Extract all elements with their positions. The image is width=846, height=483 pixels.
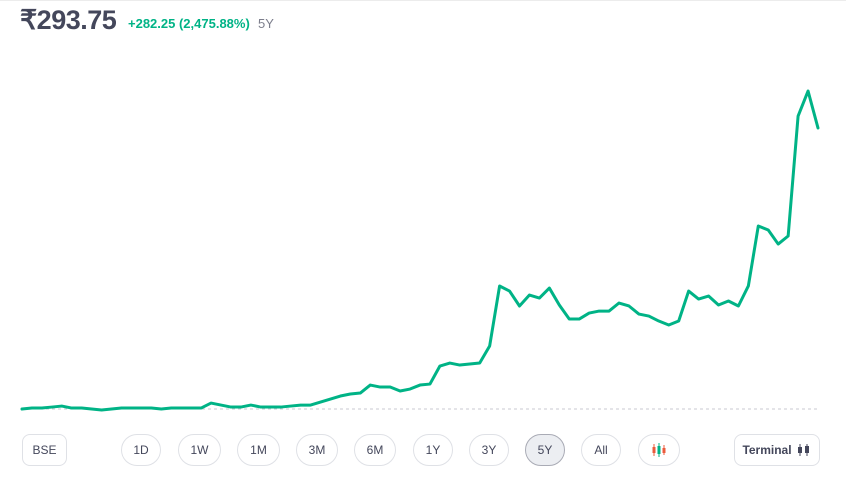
exchange-button[interactable]: BSE [22,434,67,466]
range-button[interactable]: 1M [237,434,280,466]
range-button[interactable]: 6M [354,434,396,466]
terminal-button[interactable]: Terminal [734,434,820,466]
candlestick-icon [652,443,666,457]
range-button[interactable]: 3Y [469,434,509,466]
candlestick-button[interactable] [638,434,680,466]
price-chart [20,89,820,412]
range-button[interactable]: 5Y [525,434,565,466]
terminal-icon [797,444,809,456]
price-line [20,89,820,412]
range-button[interactable]: 3M [296,434,338,466]
price-change: +282.25 (2,475.88%) [128,16,250,31]
price: ₹293.75 [20,5,117,35]
range-button[interactable]: 1Y [413,434,453,466]
range-button[interactable]: 1D [121,434,161,466]
range-button[interactable]: 1W [178,434,221,466]
terminal-label: Terminal [742,443,792,457]
period-label: 5Y [258,16,274,31]
range-button[interactable]: All [581,434,621,466]
